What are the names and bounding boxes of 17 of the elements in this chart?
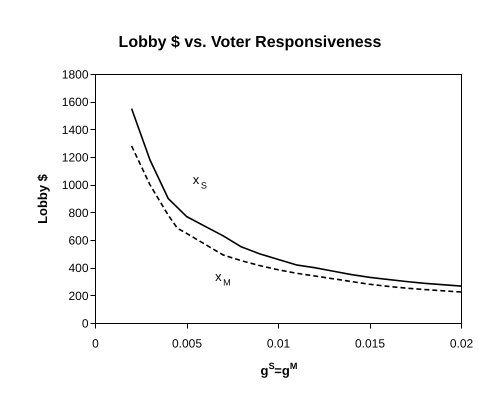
y-tick-label: 400 bbox=[68, 261, 89, 276]
x-tick-label: 0.015 bbox=[354, 336, 386, 350]
y-tick-label: 1000 bbox=[62, 178, 89, 192]
y-tick-label: 1200 bbox=[62, 150, 89, 164]
y-tick-label: 200 bbox=[68, 288, 89, 303]
y-tick-label: 1400 bbox=[62, 122, 89, 137]
chart-title: Lobby $ vs. Voter Responsiveness bbox=[118, 34, 382, 51]
x-tick-label: 0.02 bbox=[450, 336, 474, 350]
y-tick-label: 800 bbox=[68, 206, 89, 220]
y-tick-label: 1600 bbox=[62, 95, 89, 110]
x-tick-label: 0.01 bbox=[266, 336, 290, 350]
y-axis-title: Lobby $ bbox=[34, 173, 50, 224]
x-tick-label: 0 bbox=[92, 336, 100, 350]
y-tick-label: 600 bbox=[68, 234, 89, 248]
y-tick-label: 1800 bbox=[62, 68, 89, 82]
x-tick-label: 0.005 bbox=[172, 336, 202, 350]
y-tick-label: 0 bbox=[82, 316, 89, 330]
